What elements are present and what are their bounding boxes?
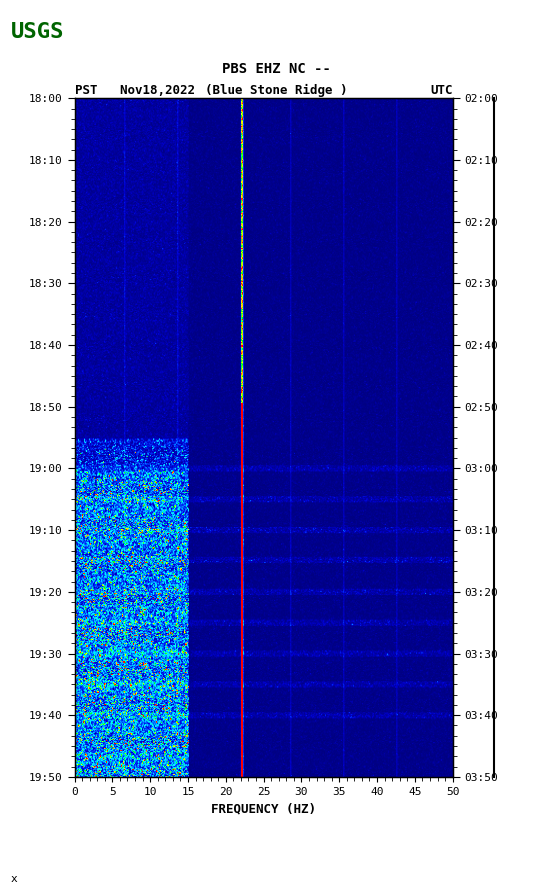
Text: UTC: UTC: [430, 84, 453, 96]
X-axis label: FREQUENCY (HZ): FREQUENCY (HZ): [211, 802, 316, 815]
Text: x: x: [11, 874, 18, 884]
Text: PBS EHZ NC --: PBS EHZ NC --: [221, 62, 331, 76]
Text: PST   Nov18,2022: PST Nov18,2022: [75, 84, 194, 96]
Text: (Blue Stone Ridge ): (Blue Stone Ridge ): [205, 84, 347, 96]
Text: USGS: USGS: [11, 22, 65, 42]
